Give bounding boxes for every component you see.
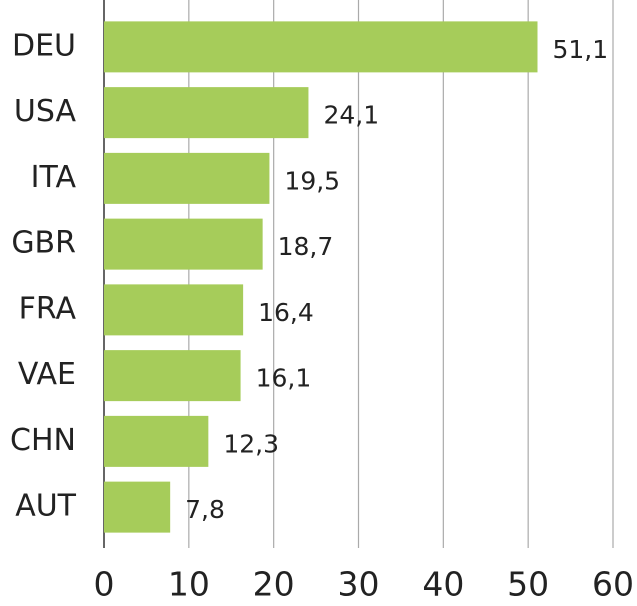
value-label: 51,1 [552,35,608,64]
category-label: VAE [18,357,76,392]
x-tick-label: 60 [592,565,634,604]
category-label: DEU [12,28,76,63]
x-tick-label: 20 [253,565,295,604]
x-tick-label: 40 [422,565,464,604]
value-label: 19,5 [284,166,340,195]
value-label: 24,1 [323,101,379,130]
x-tick-label: 30 [338,565,380,604]
category-label: AUT [15,489,76,524]
bar [104,218,263,270]
category-label: ITA [31,160,77,195]
bar [104,415,209,467]
bar [104,21,538,73]
x-tick-label: 0 [94,565,115,604]
value-label: 12,3 [223,429,279,458]
category-label: GBR [11,226,76,261]
category-label: CHN [10,423,76,458]
value-label: 16,4 [258,298,314,327]
value-label: 7,8 [185,495,225,524]
x-tick-label: 10 [168,565,210,604]
bar [104,481,171,533]
category-label: USA [14,94,77,129]
bar [104,284,244,336]
category-label: FRA [19,291,77,326]
value-label: 18,7 [278,232,334,261]
value-label: 16,1 [256,364,312,393]
bar [104,350,241,402]
bar [104,152,270,204]
bar [104,87,309,139]
x-tick-label: 50 [507,565,549,604]
